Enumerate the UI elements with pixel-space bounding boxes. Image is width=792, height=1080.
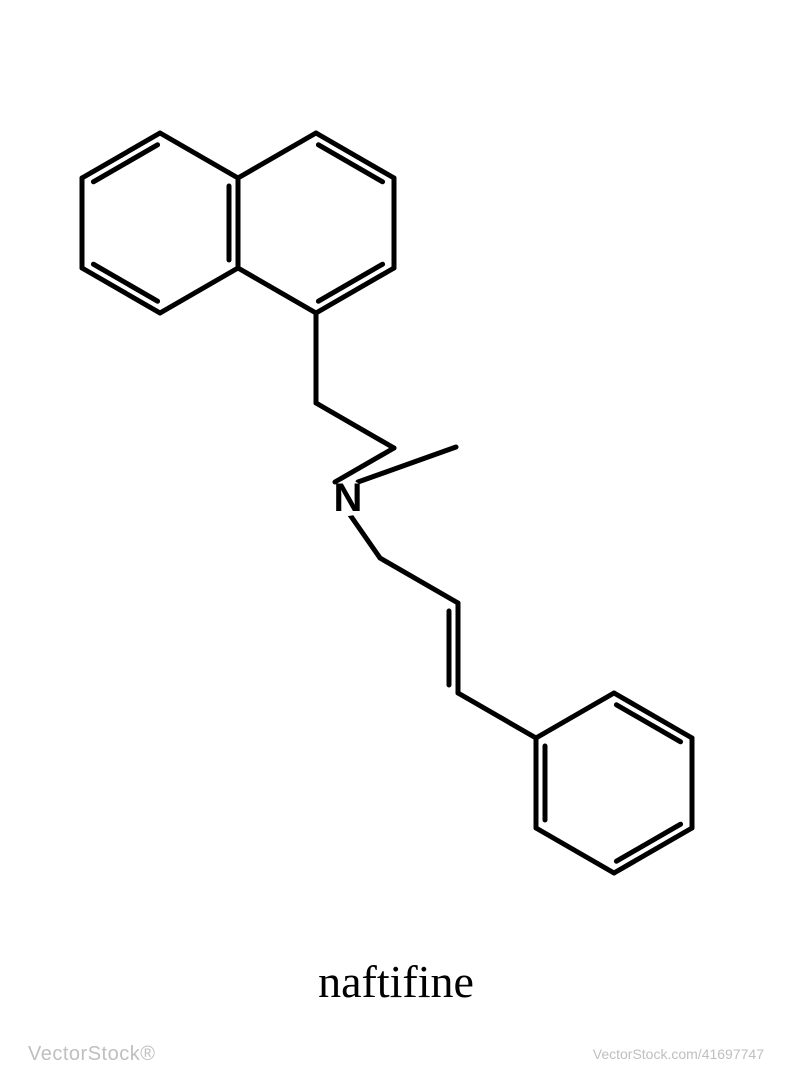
molecule-structure: N <box>0 0 792 1080</box>
figure-container: N naftifine VectorStock® VectorStock.com… <box>0 0 792 1080</box>
watermark-id: VectorStock.com/41697747 <box>593 1046 764 1062</box>
molecule-caption: naftifine <box>0 955 792 1008</box>
svg-text:N: N <box>334 476 363 520</box>
watermark-brand: VectorStock® <box>28 1043 155 1066</box>
